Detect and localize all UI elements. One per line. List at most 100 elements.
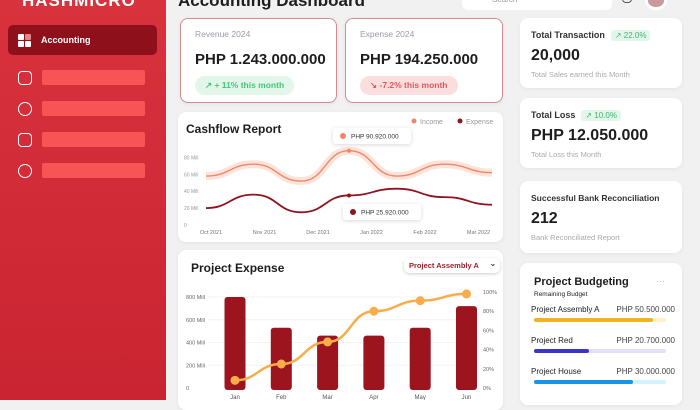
total-transaction-badge: ↗ 22.0%: [610, 30, 651, 41]
bank-sub: Bank Reconciliated Report: [531, 233, 620, 242]
project-expense-title: Project Expense: [191, 261, 285, 275]
bar: [270, 327, 292, 390]
budget-amount: PHP 30.000.000: [616, 367, 675, 376]
legend-marker: [457, 118, 463, 124]
budget-amount: PHP 50.500.000: [616, 305, 675, 314]
budget-name: Project House: [531, 367, 582, 376]
y2-tick-label: 20%: [483, 367, 494, 373]
y2-tick-label: 60%: [483, 328, 494, 334]
total-loss-card: Total Loss ↗ 10.0% PHP 12.050.000 Total L…: [520, 98, 682, 168]
more-icon[interactable]: ···: [656, 276, 665, 286]
x-tick-label: Mar: [322, 395, 332, 400]
sidebar-item-label: Accounting: [41, 35, 91, 45]
income-glow: [205, 146, 493, 186]
x-tick-label: Dec 2021: [306, 230, 330, 236]
expense-label: Expense 2024: [360, 29, 415, 39]
y-tick-label: 200 Mill: [186, 363, 205, 369]
line-point: [323, 337, 333, 347]
placeholder-bar: [42, 70, 145, 85]
placeholder-bar: [42, 163, 145, 178]
line-point: [369, 306, 379, 316]
placeholder-bar: [42, 101, 145, 116]
tooltip: [333, 128, 411, 144]
expense-card: Expense 2024 PHP 194.250.000 ↘ -7.2% thi…: [345, 18, 503, 103]
y2-tick-label: 0%: [483, 386, 491, 392]
search-input[interactable]: Search: [462, 0, 612, 10]
page-title: Accounting Dashboard: [178, 0, 366, 10]
revenue-card: Revenue 2024 PHP 1.243.000.000 ↗ + 11% t…: [180, 18, 337, 103]
line-point: [462, 289, 471, 299]
project-select[interactable]: Project Assembly A ⌄: [404, 258, 500, 273]
budget-progress-fill: [534, 349, 590, 353]
y2-tick-label: 100%: [483, 290, 497, 296]
x-tick-label: Nov 2021: [253, 230, 277, 236]
legend-marker: [411, 118, 417, 124]
tooltip-marker: [340, 133, 346, 139]
bar: [456, 306, 477, 390]
x-tick-label: Jun: [462, 395, 472, 400]
budgeting-subtitle: Remaining Budget: [534, 291, 588, 298]
expense-value: PHP 194.250.000: [360, 51, 479, 68]
grid-icon: [18, 33, 31, 47]
y-tick-label: 0: [184, 223, 187, 229]
chevron-down-icon: ⌄: [489, 259, 496, 268]
budget-progress: [534, 349, 666, 353]
expense-change-badge: ↘ -7.2% this month: [360, 76, 458, 95]
sidebar-item-accounting[interactable]: Accounting: [8, 25, 157, 55]
avatar[interactable]: [645, 0, 667, 10]
y-tick-label: 0: [186, 386, 189, 392]
line-point: [276, 359, 286, 369]
x-tick-label: May: [415, 395, 426, 400]
total-loss-value: PHP 12.050.000: [531, 127, 649, 144]
sidebar: HASHMICRO Accounting: [0, 0, 166, 400]
bank-title: Successful Bank Reconciliation: [531, 193, 660, 203]
sidebar-item[interactable]: [18, 101, 145, 116]
budget-name: Project Red: [531, 336, 573, 345]
tooltip: [343, 204, 421, 220]
y-tick-label: 800 Mill: [186, 295, 205, 301]
bell-icon[interactable]: [622, 0, 632, 3]
y-tick-label: 60 Mill: [184, 172, 198, 178]
legend-label: Income: [420, 119, 443, 126]
budget-progress-fill: [534, 318, 653, 322]
revenue-change-badge: ↗ + 11% this month: [195, 76, 295, 95]
x-tick-label: Oct 2021: [200, 230, 222, 236]
logo: HASHMICRO: [22, 0, 136, 10]
bank-reconciliation-card: Successful Bank Reconciliation 212 Bank …: [520, 181, 682, 253]
total-transaction-title: Total Transaction: [531, 30, 605, 40]
sidebar-item[interactable]: [18, 70, 145, 85]
total-loss-title: Total Loss: [531, 110, 576, 120]
x-tick-label: Jan: [230, 395, 240, 400]
revenue-label: Revenue 2024: [195, 29, 251, 39]
total-transaction-value: 20,000: [531, 47, 580, 64]
budgeting-title: Project Budgeting: [534, 276, 629, 288]
bar: [363, 335, 385, 390]
sidebar-item[interactable]: [18, 163, 145, 178]
chat-icon: [18, 163, 32, 178]
sidebar-item[interactable]: [18, 132, 145, 147]
y-tick-label: 400 Mill: [186, 341, 205, 347]
data-point: [347, 148, 351, 153]
y-tick-label: 20 Mill: [184, 206, 198, 212]
cashflow-chart: 0 20 Mill 40 Mill 60 Mill 80 Mill Oct 2021 Nov…: [184, 118, 493, 236]
bar: [409, 327, 431, 390]
placeholder-bar: [42, 132, 145, 147]
bar: [317, 335, 339, 390]
y2-tick-label: 80%: [483, 309, 494, 315]
data-point: [347, 193, 351, 198]
total-loss-badge: ↗ 10.0%: [581, 110, 621, 121]
total-transaction-sub: Total Sales earned this Month: [531, 70, 630, 79]
budget-progress: [534, 318, 666, 322]
y-tick-label: 600 Mill: [186, 318, 205, 324]
x-tick-label: Apr: [369, 395, 378, 400]
revenue-value: PHP 1.243.000.000: [195, 51, 326, 68]
total-transaction-card: Total Transaction ↗ 22.0% 20,000 Total Sa…: [520, 18, 682, 88]
total-loss-sub: Total Loss this Month: [531, 150, 602, 159]
budget-progress: [534, 380, 666, 384]
bar: [224, 297, 246, 390]
line-point: [415, 296, 425, 306]
tooltip-value: PHP 25.920.000: [361, 210, 409, 217]
x-tick-label: Feb 2022: [413, 230, 436, 236]
tooltip-marker: [350, 209, 356, 215]
budget-progress-fill: [534, 380, 633, 384]
